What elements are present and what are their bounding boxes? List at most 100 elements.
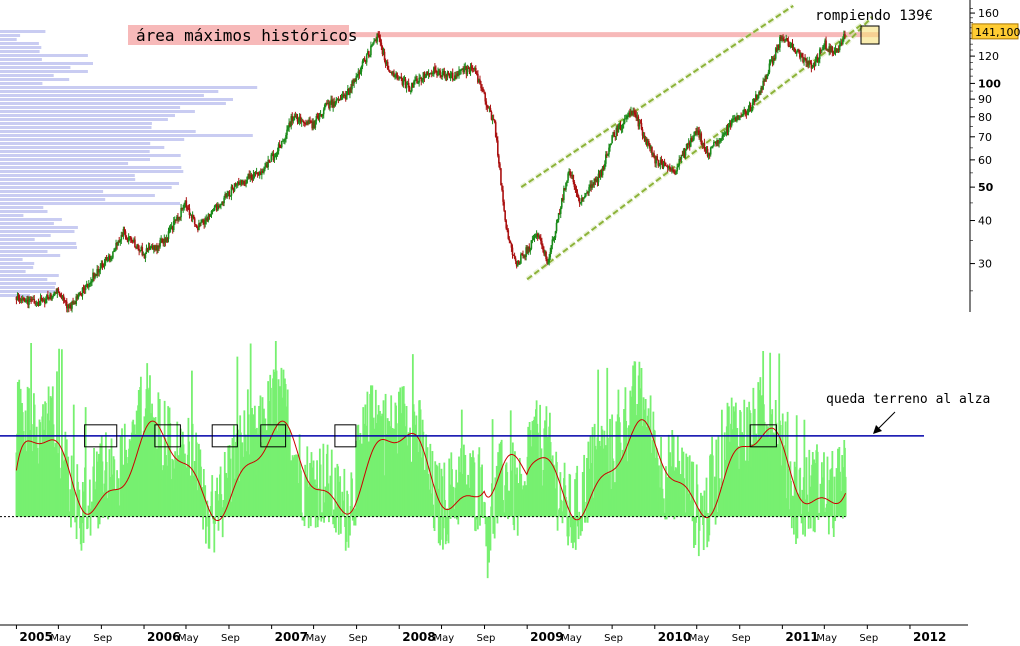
candle-body	[689, 138, 692, 147]
candle-body	[15, 296, 18, 301]
volume-profile-bar	[0, 38, 17, 41]
candle-body	[189, 214, 192, 216]
candle-body	[646, 141, 649, 146]
candle-body	[600, 170, 603, 176]
candle-body	[371, 45, 373, 47]
candle-body	[710, 147, 713, 149]
candle-body	[207, 214, 210, 221]
candle-body	[366, 51, 369, 55]
candle-body	[784, 40, 786, 42]
candle-body	[477, 73, 479, 83]
candle-body	[192, 215, 195, 219]
candle-body	[662, 161, 665, 168]
volume-profile-bar	[0, 158, 150, 161]
volume-profile-bar	[0, 234, 51, 237]
candle-body	[142, 253, 145, 256]
candle-body	[230, 186, 233, 196]
candle-body	[402, 80, 405, 85]
candle-body	[258, 171, 261, 176]
candle-body	[77, 294, 80, 299]
candle-body	[443, 71, 446, 77]
candle-body	[102, 266, 105, 268]
candle-body	[261, 170, 263, 175]
candle-body	[437, 71, 439, 76]
candle-body	[545, 251, 547, 260]
candle-body	[227, 191, 230, 194]
candle-body	[360, 66, 363, 72]
candle-body	[550, 245, 553, 253]
candle-body	[70, 304, 72, 309]
volume-profile-bar	[0, 30, 46, 33]
candle-body	[353, 79, 355, 84]
candle-body	[563, 188, 565, 200]
candle-body	[359, 71, 362, 75]
candle-body	[682, 150, 685, 157]
candle-body	[36, 302, 39, 304]
price-axis: 16014012010090807060504030141,100	[969, 0, 1020, 312]
candle-body	[273, 156, 276, 161]
candle-body	[722, 134, 725, 137]
oscillator-panel	[0, 341, 924, 579]
candle-body	[750, 109, 753, 112]
candle-body	[695, 131, 697, 134]
candle-body	[544, 251, 546, 254]
volume-profile-bar	[0, 106, 181, 109]
candle-body	[334, 102, 337, 107]
candle-body	[225, 193, 227, 197]
candle-body	[457, 73, 459, 76]
volume-profile-bar	[0, 166, 182, 169]
candle-body	[89, 283, 91, 285]
candle-body	[745, 112, 748, 115]
candle-body	[17, 295, 20, 298]
candle-body	[763, 80, 765, 82]
candle-body	[823, 45, 825, 47]
candle-body	[806, 61, 808, 63]
candle-body	[65, 301, 68, 309]
candle-body	[796, 49, 799, 52]
trend-channel	[519, 3, 875, 282]
price-tick-label: 40	[978, 215, 992, 228]
candle-body	[264, 167, 266, 170]
candle-body	[373, 40, 375, 43]
candle-body	[26, 299, 28, 301]
candle-body	[351, 81, 353, 90]
volume-profile-bar	[0, 138, 185, 141]
candle-body	[212, 210, 215, 212]
candle-body	[254, 173, 257, 175]
candle-body	[318, 115, 321, 120]
candle-body	[839, 42, 842, 45]
candle-body	[291, 116, 294, 122]
candle-body	[507, 230, 510, 239]
volume-profile-bar	[0, 122, 152, 125]
candle-body	[696, 130, 698, 134]
candle-body	[43, 299, 46, 304]
candle-body	[431, 73, 434, 75]
time-tick-label: 2010	[658, 630, 691, 644]
candle-body	[535, 234, 538, 236]
candle-body	[649, 143, 651, 149]
candle-body	[500, 168, 502, 186]
candle-body	[73, 302, 75, 304]
candle-body	[673, 171, 675, 173]
candle-body	[498, 155, 500, 164]
candle-body	[405, 84, 408, 89]
oscillator-highlight-box	[84, 424, 118, 448]
candle-body	[133, 239, 135, 242]
candle-body	[800, 53, 802, 58]
candle-body	[581, 198, 584, 200]
candle-body	[779, 36, 781, 48]
candle-body	[27, 299, 29, 305]
candle-body	[244, 182, 246, 184]
candle-body	[21, 297, 24, 301]
candle-body	[798, 49, 800, 51]
time-tick-label: May	[561, 633, 582, 644]
candle-body	[287, 127, 289, 130]
candle-body	[122, 229, 125, 237]
candle-body	[615, 127, 618, 137]
candle-body	[744, 109, 747, 113]
candle-body	[554, 231, 557, 238]
candle-body	[372, 42, 374, 46]
candle-body	[335, 99, 338, 103]
candle-body	[255, 172, 258, 174]
candle-body	[380, 42, 383, 47]
